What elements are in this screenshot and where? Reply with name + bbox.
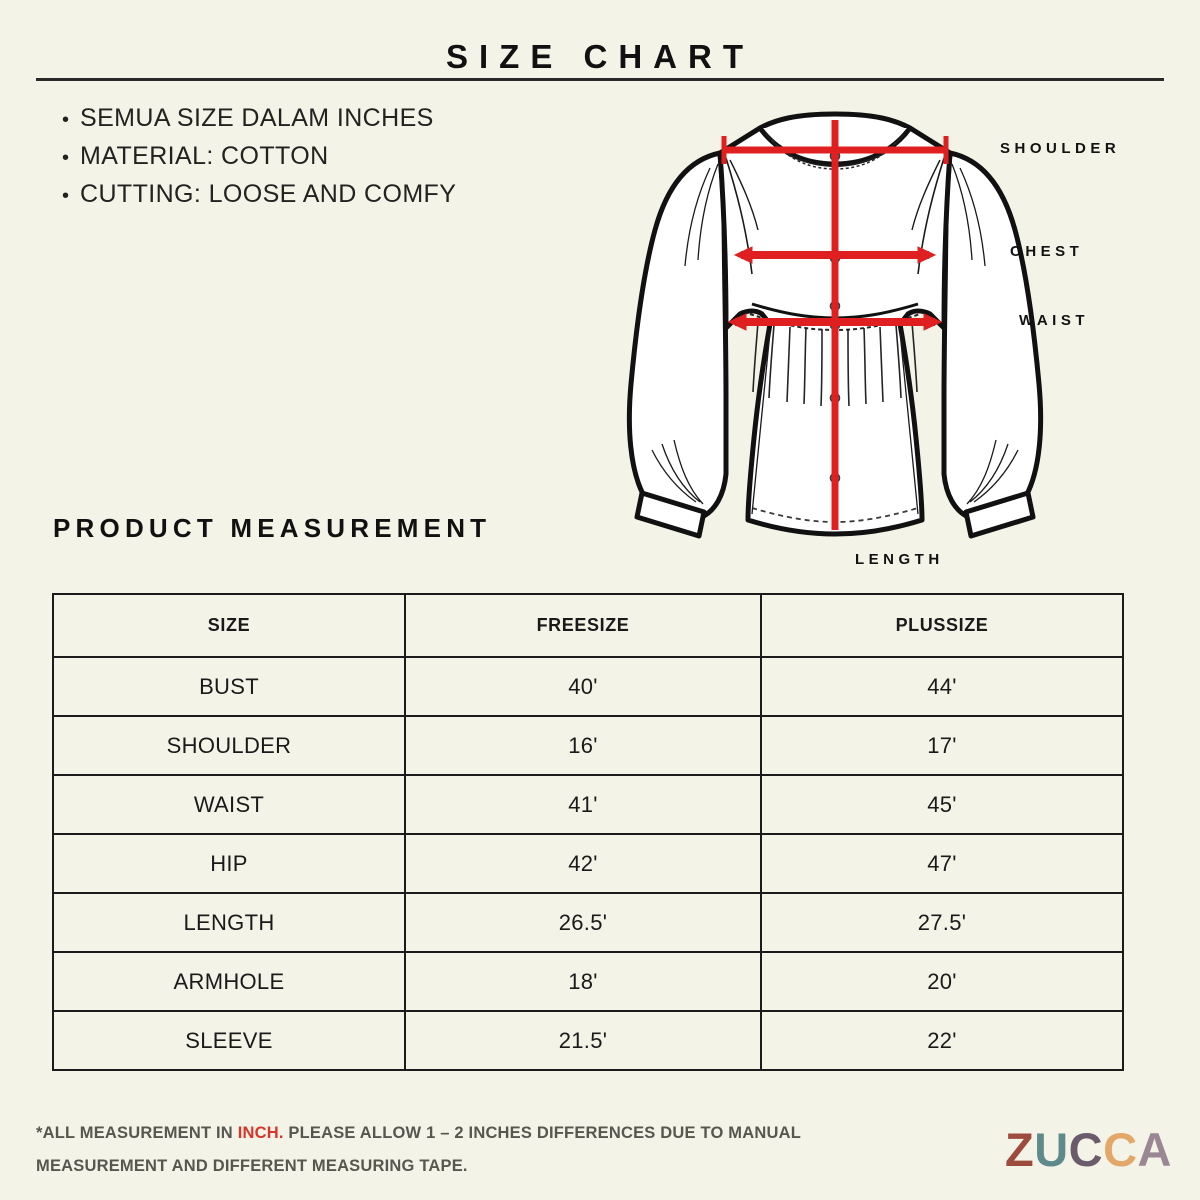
cell-plussize: 44' [760,656,1124,717]
brand-logo-zucca: ZUCCA [1005,1126,1172,1173]
logo-letter-z: Z [1004,1123,1035,1176]
column-header-plussize: PLUSSIZE [760,593,1124,658]
cell-freesize: 41' [404,774,762,835]
row-label: ARMHOLE [52,951,406,1012]
table-row: WAIST 41' 45' [52,774,1124,835]
info-bullet-list: • SEMUA SIZE DALAM INCHES • MATERIAL: CO… [62,102,622,216]
table-header: SIZE FREESIZE PLUSSIZE [52,593,1124,658]
label-shoulder: SHOULDER [1000,140,1121,157]
table-row: HIP 42' 47' [52,833,1124,894]
cell-plussize: 17' [760,715,1124,776]
cell-plussize: 20' [760,951,1124,1012]
list-item: • CUTTING: LOOSE AND COMFY [62,178,622,213]
table-row: SHOULDER 16' 17' [52,715,1124,776]
note-part-2: PLEASE ALLOW 1 – 2 INCHES DIFFERENCES DU… [36,1124,801,1175]
cell-plussize: 22' [760,1010,1124,1071]
bullet-text: MATERIAL: COTTON [80,142,329,170]
table-header-row: SIZE FREESIZE PLUSSIZE [52,593,1124,658]
logo-letter-c2: C [1103,1123,1138,1176]
cell-plussize: 45' [760,774,1124,835]
disclaimer-note: *ALL MEASUREMENT IN INCH. PLEASE ALLOW 1… [36,1117,866,1183]
bullet-icon: • [62,109,70,131]
cell-freesize: 26.5' [404,892,762,953]
note-part-1: *ALL MEASUREMENT IN [36,1124,238,1142]
logo-letter-c1: C [1068,1123,1104,1176]
cell-plussize: 27.5' [760,892,1124,953]
title-divider [36,78,1164,81]
column-header-size: SIZE [52,593,406,658]
row-label: SHOULDER [52,715,406,776]
row-label: LENGTH [52,892,406,953]
logo-letter-u: U [1034,1123,1069,1176]
table-row: BUST 40' 44' [52,656,1124,717]
table-row: SLEEVE 21.5' 22' [52,1010,1124,1071]
cell-freesize: 18' [404,951,762,1012]
table-body: BUST 40' 44' SHOULDER 16' 17' WAIST 41' … [52,656,1124,1071]
bullet-icon: • [62,185,70,207]
table-row: LENGTH 26.5' 27.5' [52,892,1124,953]
section-heading-product-measurement: PRODUCT MEASUREMENT [53,513,492,543]
cell-freesize: 21.5' [404,1010,762,1071]
blouse-technical-drawing [600,98,1070,578]
row-label: BUST [52,656,406,717]
column-header-freesize: FREESIZE [404,593,762,658]
size-chart-table: SIZE FREESIZE PLUSSIZE BUST 40' 44' SHOU… [52,593,1124,1071]
note-accent-inch: INCH. [237,1124,284,1142]
cell-freesize: 16' [404,715,762,776]
row-label: HIP [52,833,406,894]
label-waist: WAIST [1019,312,1089,329]
logo-letter-a: A [1137,1123,1172,1176]
label-length: LENGTH [855,551,944,568]
bullet-icon: • [62,147,70,169]
cell-plussize: 47' [760,833,1124,894]
bullet-text: CUTTING: LOOSE AND COMFY [80,180,457,208]
bullet-text: SEMUA SIZE DALAM INCHES [80,104,434,132]
list-item: • SEMUA SIZE DALAM INCHES [62,102,622,137]
cell-freesize: 40' [404,656,762,717]
row-label: WAIST [52,774,406,835]
label-chest: CHEST [1010,243,1084,260]
table-row: ARMHOLE 18' 20' [52,951,1124,1012]
page-title: SIZE CHART [446,38,754,75]
row-label: SLEEVE [52,1010,406,1071]
measurement-lines [721,120,949,530]
cell-freesize: 42' [404,833,762,894]
list-item: • MATERIAL: COTTON [62,140,622,175]
